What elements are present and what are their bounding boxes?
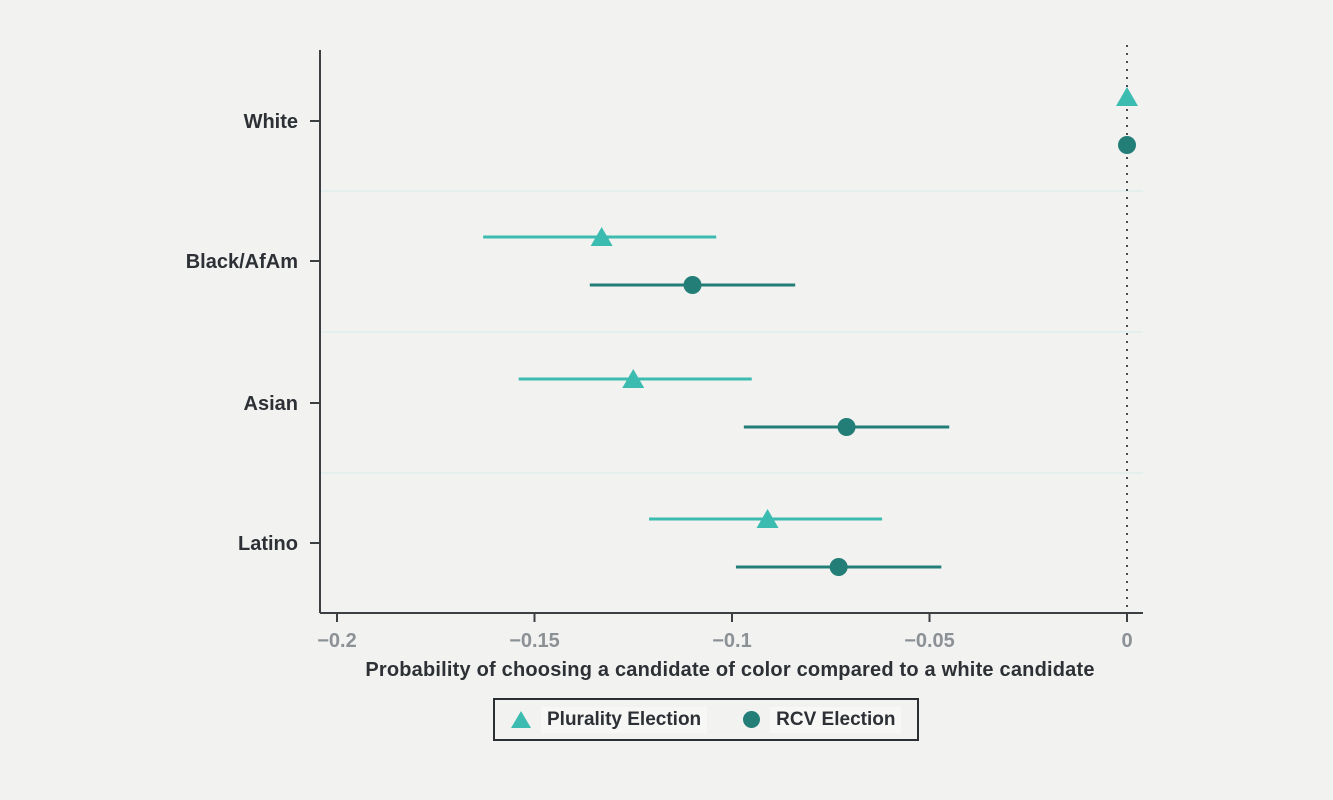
x-tick-label: −0.05 — [904, 630, 955, 652]
rcv-point-marker — [1118, 136, 1136, 154]
rcv-point-marker — [837, 418, 856, 436]
category-label: Asian — [244, 393, 298, 415]
legend-item-plurality: Plurality Election — [511, 706, 708, 733]
rcv-point-marker — [829, 558, 848, 576]
plurality-point-marker — [590, 227, 613, 246]
x-tick-label: −0.1 — [712, 630, 751, 652]
x-axis-title: Probability of choosing a candidate of c… — [365, 659, 1095, 681]
x-tick-label: −0.15 — [509, 630, 560, 652]
legend-label-rcv: RCV Election — [770, 706, 902, 733]
plurality-point-marker — [756, 509, 779, 528]
legend: Plurality Election RCV Election — [493, 698, 920, 741]
rcv-point-marker — [683, 276, 702, 294]
plurality-point-marker — [1116, 87, 1138, 106]
category-label: Latino — [238, 533, 298, 555]
legend-label-plurality: Plurality Election — [541, 706, 708, 733]
triangle-marker-icon — [511, 711, 531, 728]
x-tick-label: −0.2 — [317, 630, 356, 652]
x-tick-label: 0 — [1121, 630, 1132, 652]
legend-item-rcv: RCV Election — [743, 706, 902, 733]
category-label: White — [244, 111, 298, 133]
category-label: Black/AfAm — [186, 251, 298, 273]
circle-marker-icon — [743, 711, 761, 728]
plurality-point-marker — [622, 369, 645, 388]
